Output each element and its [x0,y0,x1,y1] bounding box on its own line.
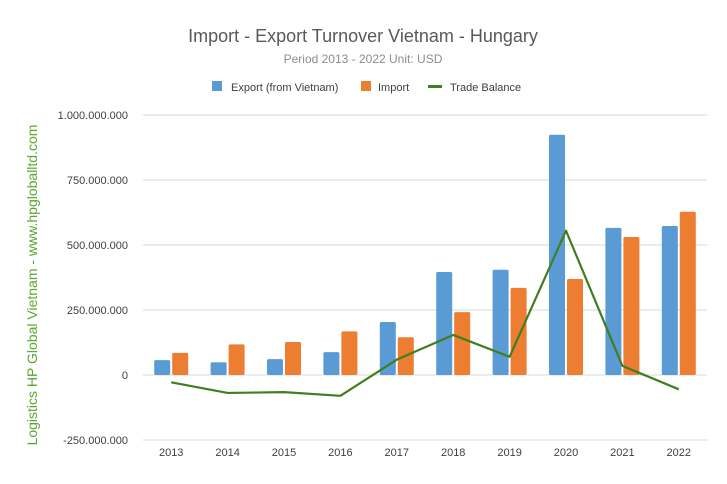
x-tick-label: 2021 [610,447,634,459]
bar-export-2017 [379,321,396,375]
x-tick-label: 2019 [497,447,521,459]
legend-label-import: Import [378,82,409,94]
bar-import-2013 [172,352,189,375]
y-tick-label: 1.000.000.000 [58,110,128,122]
gridlines [143,114,707,441]
bar-export-2014 [210,362,227,375]
legend-label-export: Export (from Vietnam) [231,82,338,94]
bar-import-2016 [341,331,358,375]
bar-export-2019 [492,269,509,375]
x-tick-label: 2018 [441,447,465,459]
legend-swatch-trade-balance [428,85,442,88]
trade-balance-polyline [170,229,680,397]
x-axis-ticks: 2013 2014 2015 2016 2017 2018 2019 2020 2021 2022 [159,447,691,459]
legend-label-trade-balance: Trade Balance [450,82,521,94]
bar-import-2022 [679,211,696,375]
x-tick-label: 2017 [385,447,409,459]
bar-export-2018 [436,272,453,375]
x-tick-label: 2022 [667,447,691,459]
x-tick-label: 2013 [159,447,183,459]
y-tick-label: 250.000.000 [67,305,128,317]
bars [154,134,696,375]
x-tick-label: 2016 [328,447,352,459]
y-tick-label: 750.000.000 [67,175,128,187]
bar-export-2015 [267,359,283,375]
y-tick-label: 500.000.000 [67,240,128,252]
y-tick-label: 0 [122,370,128,382]
bar-import-2020 [567,279,583,375]
legend-swatch-export [212,81,222,91]
bar-import-2019 [510,287,527,375]
watermark: Logistics HP Global Vietnam - www.hpglob… [24,125,40,446]
chart-title: Import - Export Turnover Vietnam - Hunga… [188,26,538,46]
bar-export-2022 [661,226,678,375]
bar-export-2013 [154,360,171,375]
bar-import-2021 [623,236,640,375]
x-tick-label: 2014 [215,447,239,459]
x-tick-label: 2015 [272,447,296,459]
trade-balance-line [170,229,680,397]
bar-export-2016 [323,352,340,375]
bar-export-2021 [605,227,622,375]
bar-import-2014 [228,344,245,375]
y-tick-label: -250.000.000 [63,435,128,447]
y-axis-ticks: 1.000.000.000 750.000.000 500.000.000 250.0… [58,110,128,447]
chart-subtitle: Period 2013 - 2022 Unit: USD [284,52,443,66]
bar-import-2015 [285,341,301,375]
bar-export-2020 [549,134,565,375]
legend-swatch-import [361,81,371,91]
x-tick-label: 2020 [554,447,578,459]
bar-import-2018 [454,312,471,375]
legend: Export (from Vietnam) Import Trade Balan… [212,81,521,94]
